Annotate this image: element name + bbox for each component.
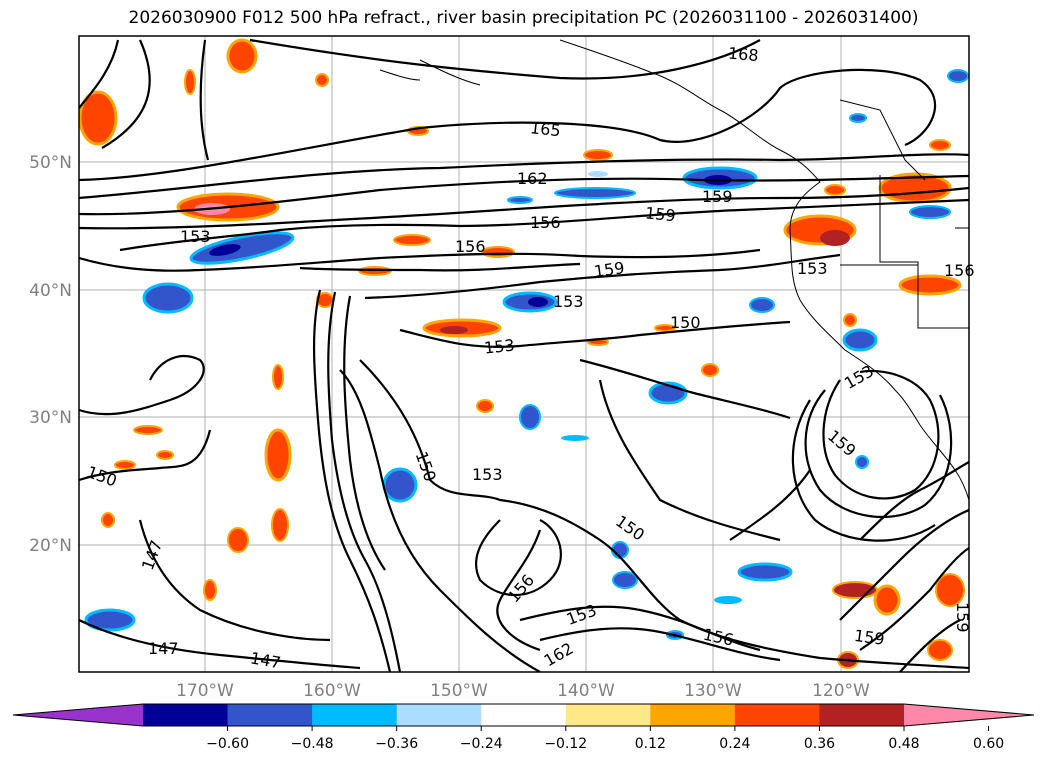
contour-label: 159 — [953, 602, 972, 633]
colorbar-segment — [734, 704, 820, 726]
colorbar-segments — [12, 703, 1035, 727]
colorbar: −0.60 −0.48 −0.36 −0.24 −0.12 0.12 0.24 0.36 0.4… — [12, 703, 1035, 752]
gridlines — [79, 36, 969, 672]
contour-label: 153 — [553, 292, 584, 311]
contour-label: 162 — [517, 169, 548, 188]
lat-label-50n: 50°N — [29, 153, 72, 173]
colorbar-outline — [12, 703, 1035, 727]
lon-label-140w: 140°W — [557, 681, 615, 701]
contour-label: 153 — [797, 259, 828, 278]
colorbar-tick-label: 0.48 — [888, 736, 919, 752]
map-area — [79, 36, 969, 672]
longitude-labels: 170°W 160°W 150°W 140°W 130°W 120°W — [176, 681, 870, 701]
map-title: 2026030900 F012 500 hPa refract., river … — [128, 8, 919, 28]
negative-anomaly-blobs — [84, 69, 969, 640]
lon-label-170w: 170°W — [176, 681, 234, 701]
colorbar-ticks: −0.60 −0.48 −0.36 −0.24 −0.12 0.12 0.24 0.36 0.4… — [206, 726, 1004, 752]
colorbar-extend-right — [904, 704, 1034, 726]
lat-label-20n: 20°N — [29, 536, 72, 556]
contour-label: 165 — [529, 118, 561, 140]
contour-label: 147 — [148, 639, 179, 658]
contour-label: 156 — [944, 261, 975, 280]
contour-label: 168 — [727, 44, 759, 66]
contour-label: 150 — [670, 313, 701, 332]
map-frame — [78, 35, 970, 673]
contour-label: 159 — [853, 626, 886, 649]
lat-label-40n: 40°N — [29, 281, 72, 301]
lon-label-150w: 150°W — [430, 681, 488, 701]
contour-label: 156 — [455, 237, 486, 256]
positive-anomaly-blobs — [79, 38, 965, 669]
lon-label-160w: 160°W — [303, 681, 361, 701]
height-contours — [79, 38, 969, 672]
contour-label: 153 — [180, 227, 211, 246]
colorbar-tick-label: 0.36 — [804, 736, 835, 752]
colorbar-tick-label: 0.60 — [973, 736, 1004, 752]
colorbar-tick-label: −0.36 — [375, 736, 418, 752]
colorbar-extend-left — [13, 704, 143, 726]
contour-label: 159 — [593, 258, 626, 281]
colorbar-segment — [481, 704, 567, 726]
colorbar-tick-label: −0.12 — [544, 736, 587, 752]
colorbar-tick-label: 0.12 — [635, 736, 666, 752]
contour-label: 153 — [483, 336, 515, 358]
precip-anomaly-shading — [79, 38, 969, 669]
colorbar-segment — [565, 704, 651, 726]
colorbar-segment — [312, 704, 398, 726]
colorbar-tick-label: −0.60 — [206, 736, 249, 752]
latitude-labels: 50°N 40°N 30°N 20°N — [29, 153, 72, 556]
colorbar-segment — [650, 704, 736, 726]
contour-label: 156 — [530, 213, 561, 232]
lat-label-30n: 30°N — [29, 408, 72, 428]
colorbar-tick-label: 0.24 — [719, 736, 750, 752]
colorbar-segment — [227, 704, 313, 726]
colorbar-segment — [143, 704, 229, 726]
lon-label-130w: 130°W — [684, 681, 742, 701]
contour-label: 159 — [644, 203, 676, 225]
contour-label: 159 — [702, 187, 733, 206]
colorbar-segment — [396, 704, 482, 726]
colorbar-tick-label: −0.48 — [291, 736, 334, 752]
colorbar-segment — [819, 704, 905, 726]
colorbar-tick-label: −0.24 — [460, 736, 503, 752]
lon-label-120w: 120°W — [812, 681, 870, 701]
contour-label: 153 — [472, 465, 503, 484]
coastlines — [379, 39, 969, 501]
